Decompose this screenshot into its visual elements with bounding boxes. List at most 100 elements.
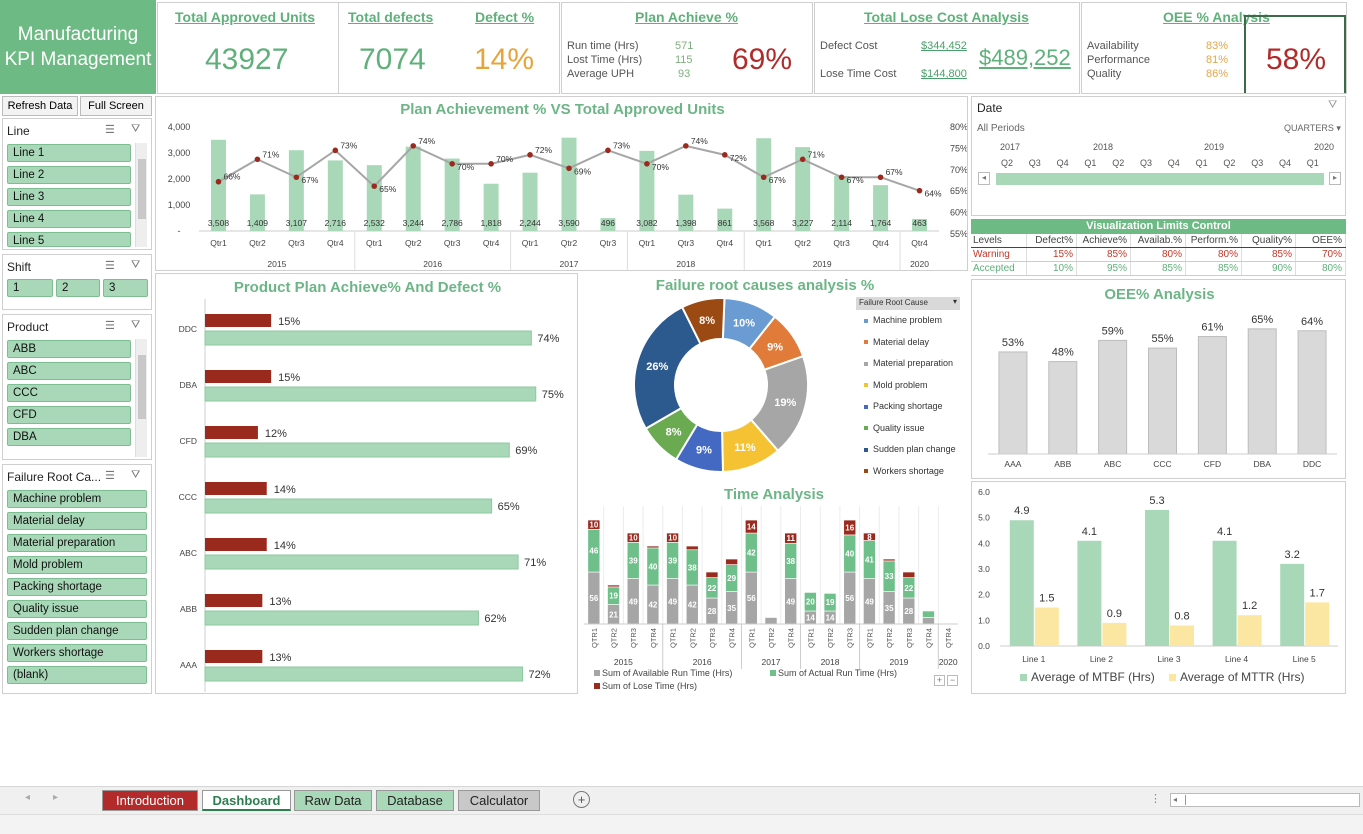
- timeline-quarter[interactable]: Q3: [1028, 158, 1041, 168]
- line-slicer-scrollbar[interactable]: [135, 143, 147, 247]
- time-bar-label: 10: [668, 534, 677, 543]
- shift-slicer-item[interactable]: 2: [56, 279, 100, 297]
- year-label: 2015: [614, 657, 633, 667]
- product-slicer-item[interactable]: ABB: [7, 340, 131, 358]
- line-slicer-item[interactable]: Line 1: [7, 144, 131, 162]
- x-tick-label: Qtr3: [288, 238, 305, 248]
- product-slicer-item[interactable]: CFD: [7, 406, 131, 424]
- limits-cell[interactable]: 85%: [1186, 262, 1242, 275]
- timeline-quarter[interactable]: Q1: [1306, 158, 1319, 168]
- timeline-quarter[interactable]: Q3: [1140, 158, 1153, 168]
- product-slicer-scrollbar[interactable]: [135, 339, 147, 457]
- split-handle-icon[interactable]: ⋮: [1150, 793, 1161, 805]
- timeline-quarter[interactable]: Q3: [1251, 158, 1264, 168]
- tab-raw-data[interactable]: Raw Data: [294, 790, 372, 811]
- refresh-data-button[interactable]: Refresh Data: [2, 96, 78, 116]
- limits-cell[interactable]: Quality%: [1242, 234, 1296, 247]
- line-slicer-item[interactable]: Line 4: [7, 210, 131, 228]
- limits-cell[interactable]: 80%: [1186, 248, 1242, 261]
- scroll-left-icon[interactable]: ◂: [978, 172, 990, 185]
- tab-next-icon[interactable]: ▸: [53, 792, 59, 803]
- limits-cell[interactable]: 70%: [1296, 248, 1346, 261]
- failure-slicer-item[interactable]: Mold problem: [7, 556, 147, 574]
- limits-cell[interactable]: Achieve%: [1077, 234, 1131, 247]
- clear-filter-icon[interactable]: ⛛: [131, 469, 141, 481]
- clear-filter-icon[interactable]: ⛛: [131, 123, 141, 135]
- x-tick-label: QTR2: [688, 628, 697, 648]
- line-slicer-item[interactable]: Line 2: [7, 166, 131, 184]
- line-slicer-item[interactable]: Line 5: [7, 232, 131, 247]
- achieve-bar: [204, 330, 532, 346]
- limits-cell[interactable]: Perform.%: [1186, 234, 1242, 247]
- horizontal-scrollbar[interactable]: ◂: [1170, 793, 1360, 807]
- shift-slicer-item[interactable]: 1: [7, 279, 53, 297]
- time-bar-label: 14: [806, 614, 815, 623]
- date-level-select[interactable]: QUARTERS ▾: [1284, 123, 1341, 133]
- tab-prev-icon[interactable]: ◂: [25, 792, 31, 803]
- failure-slicer-item[interactable]: (blank): [7, 666, 147, 684]
- timeline-quarter[interactable]: Q4: [1279, 158, 1292, 168]
- x-tick-label: QTR4: [649, 628, 658, 648]
- limits-cell[interactable]: 10%: [1027, 262, 1077, 275]
- limits-cell[interactable]: 15%: [1027, 248, 1077, 261]
- timeline-quarter[interactable]: Q2: [1223, 158, 1236, 168]
- line-slicer-item[interactable]: Line 3: [7, 188, 131, 206]
- failure-slicer-item[interactable]: Material delay: [7, 512, 147, 530]
- timeline-quarter[interactable]: Q1: [1195, 158, 1208, 168]
- limits-cell[interactable]: 95%: [1077, 262, 1131, 275]
- clear-filter-icon[interactable]: ⛛: [131, 319, 141, 331]
- timeline-quarter[interactable]: Q4: [1167, 158, 1180, 168]
- y2-tick-label: 60%: [950, 208, 968, 218]
- limits-cell[interactable]: 80%: [1296, 262, 1346, 275]
- limits-cell[interactable]: OEE%: [1296, 234, 1346, 247]
- limits-cell[interactable]: 85%: [1077, 248, 1131, 261]
- time-bar-segment: [626, 532, 640, 543]
- failure-slicer-item[interactable]: Sudden plan change: [7, 622, 147, 640]
- y2-tick-label: 55%: [950, 229, 968, 239]
- timeline-quarter[interactable]: Q2: [1001, 158, 1014, 168]
- time-bar-segment: [764, 617, 778, 625]
- time-bar-label: 35: [727, 604, 736, 613]
- product-slicer-item[interactable]: DBA: [7, 428, 131, 446]
- multi-select-icon[interactable]: ☰: [105, 124, 115, 136]
- timeline-quarter[interactable]: Q1: [1084, 158, 1097, 168]
- product-slicer-item[interactable]: ABC: [7, 362, 131, 380]
- limits-cell[interactable]: Defect%: [1027, 234, 1077, 247]
- limits-cell[interactable]: 85%: [1242, 248, 1296, 261]
- limits-cell[interactable]: 80%: [1131, 248, 1186, 261]
- timeline-quarter[interactable]: Q2: [1112, 158, 1125, 168]
- plan-bar-label: 3,244: [403, 218, 425, 228]
- product-slicer-item[interactable]: CCC: [7, 384, 131, 402]
- pie-legend-item: Quality issue: [864, 423, 925, 433]
- failure-slicer-item[interactable]: Machine problem: [7, 490, 147, 508]
- failure-slicer-item[interactable]: Workers shortage: [7, 644, 147, 662]
- failure-slicer-item[interactable]: Packing shortage: [7, 578, 147, 596]
- multi-select-icon[interactable]: ☰: [105, 470, 115, 482]
- scroll-right-icon[interactable]: ▸: [1329, 172, 1341, 185]
- timeline-year: 2017: [1000, 142, 1021, 152]
- failure-legend-filter[interactable]: Failure Root Cause ▾: [856, 297, 960, 310]
- tab-calculator[interactable]: Calculator: [458, 790, 540, 811]
- clear-filter-icon[interactable]: ⛛: [131, 259, 141, 271]
- tab-introduction[interactable]: Introduction: [102, 790, 198, 811]
- limits-cell[interactable]: 85%: [1131, 262, 1186, 275]
- plan-bar: [639, 150, 655, 231]
- date-selection-bar[interactable]: [996, 173, 1324, 185]
- multi-select-icon[interactable]: ☰: [105, 260, 115, 272]
- line-slicer-title: Line: [7, 124, 30, 138]
- add-sheet-icon[interactable]: +: [573, 791, 590, 808]
- multi-select-icon[interactable]: ☰: [105, 320, 115, 332]
- tab-database[interactable]: Database: [376, 790, 454, 811]
- x-tick-label: ABB: [1054, 459, 1071, 469]
- limits-cell[interactable]: 90%: [1242, 262, 1296, 275]
- timeline-quarter[interactable]: Q4: [1056, 158, 1069, 168]
- collapse-icon[interactable]: −: [947, 675, 958, 686]
- failure-slicer-item[interactable]: Material preparation: [7, 534, 147, 552]
- failure-slicer-item[interactable]: Quality issue: [7, 600, 147, 618]
- clear-filter-icon[interactable]: ⛛: [1328, 99, 1338, 111]
- full-screen-button[interactable]: Full Screen: [80, 96, 152, 116]
- limits-cell[interactable]: Availab.%: [1131, 234, 1186, 247]
- shift-slicer-item[interactable]: 3: [103, 279, 148, 297]
- expand-icon[interactable]: +: [934, 675, 945, 686]
- tab-dashboard[interactable]: Dashboard: [202, 790, 291, 811]
